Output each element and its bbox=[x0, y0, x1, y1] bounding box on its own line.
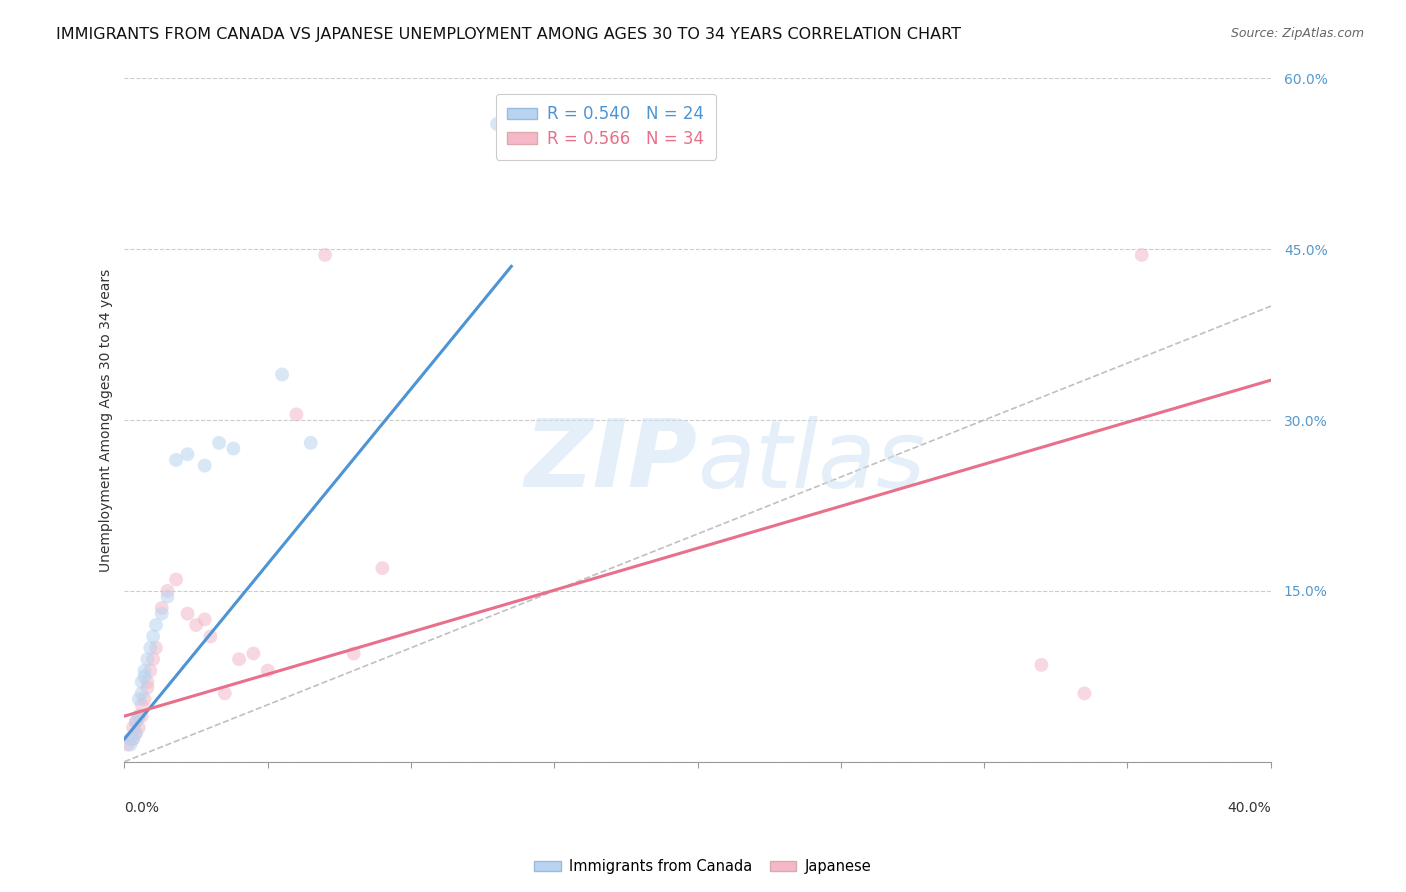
Point bbox=[228, 652, 250, 666]
Point bbox=[128, 721, 150, 735]
Point bbox=[343, 647, 366, 661]
Point bbox=[136, 675, 159, 690]
Text: 40.0%: 40.0% bbox=[1227, 800, 1271, 814]
Point bbox=[122, 731, 145, 746]
Point bbox=[136, 652, 159, 666]
Text: IMMIGRANTS FROM CANADA VS JAPANESE UNEMPLOYMENT AMONG AGES 30 TO 34 YEARS CORREL: IMMIGRANTS FROM CANADA VS JAPANESE UNEMP… bbox=[56, 27, 962, 42]
Point bbox=[128, 709, 150, 723]
Text: ZIP: ZIP bbox=[524, 415, 697, 507]
Point bbox=[200, 629, 222, 643]
Point bbox=[125, 714, 148, 729]
Point bbox=[371, 561, 394, 575]
Point bbox=[176, 447, 198, 461]
Point bbox=[134, 669, 156, 683]
Point bbox=[117, 738, 139, 752]
Legend: Immigrants from Canada, Japanese: Immigrants from Canada, Japanese bbox=[529, 854, 877, 880]
Point bbox=[176, 607, 198, 621]
Point bbox=[139, 640, 162, 655]
Point bbox=[120, 738, 142, 752]
Point bbox=[156, 583, 179, 598]
Point bbox=[131, 709, 153, 723]
Point bbox=[134, 664, 156, 678]
Point bbox=[134, 692, 156, 706]
Point bbox=[139, 664, 162, 678]
Text: atlas: atlas bbox=[697, 416, 925, 507]
Point bbox=[256, 664, 278, 678]
Text: Source: ZipAtlas.com: Source: ZipAtlas.com bbox=[1230, 27, 1364, 40]
Point bbox=[128, 692, 150, 706]
Point bbox=[142, 629, 165, 643]
Point bbox=[125, 714, 148, 729]
Y-axis label: Unemployment Among Ages 30 to 34 years: Unemployment Among Ages 30 to 34 years bbox=[100, 268, 114, 572]
Point bbox=[314, 248, 336, 262]
Point bbox=[485, 117, 508, 131]
Point bbox=[165, 453, 187, 467]
Point bbox=[271, 368, 294, 382]
Point bbox=[122, 731, 145, 746]
Point bbox=[122, 721, 145, 735]
Point bbox=[285, 408, 308, 422]
Point bbox=[128, 709, 150, 723]
Point bbox=[194, 458, 217, 473]
Text: 0.0%: 0.0% bbox=[125, 800, 159, 814]
Point bbox=[222, 442, 245, 456]
Point bbox=[242, 647, 264, 661]
Point bbox=[136, 681, 159, 695]
Point bbox=[214, 686, 236, 700]
Point bbox=[194, 612, 217, 626]
Point bbox=[150, 607, 173, 621]
Point bbox=[120, 731, 142, 746]
Point bbox=[131, 675, 153, 690]
Point bbox=[131, 686, 153, 700]
Point bbox=[142, 652, 165, 666]
Point bbox=[184, 618, 207, 632]
Point bbox=[125, 726, 148, 740]
Point bbox=[1031, 657, 1053, 672]
Point bbox=[145, 618, 167, 632]
Point bbox=[165, 573, 187, 587]
Point bbox=[150, 601, 173, 615]
Point bbox=[131, 698, 153, 712]
Point bbox=[125, 726, 148, 740]
Legend: R = 0.540   N = 24, R = 0.566   N = 34: R = 0.540 N = 24, R = 0.566 N = 34 bbox=[496, 94, 716, 160]
Point bbox=[1130, 248, 1153, 262]
Point bbox=[145, 640, 167, 655]
Point bbox=[299, 435, 322, 450]
Point bbox=[208, 435, 231, 450]
Point bbox=[1073, 686, 1095, 700]
Point bbox=[156, 590, 179, 604]
